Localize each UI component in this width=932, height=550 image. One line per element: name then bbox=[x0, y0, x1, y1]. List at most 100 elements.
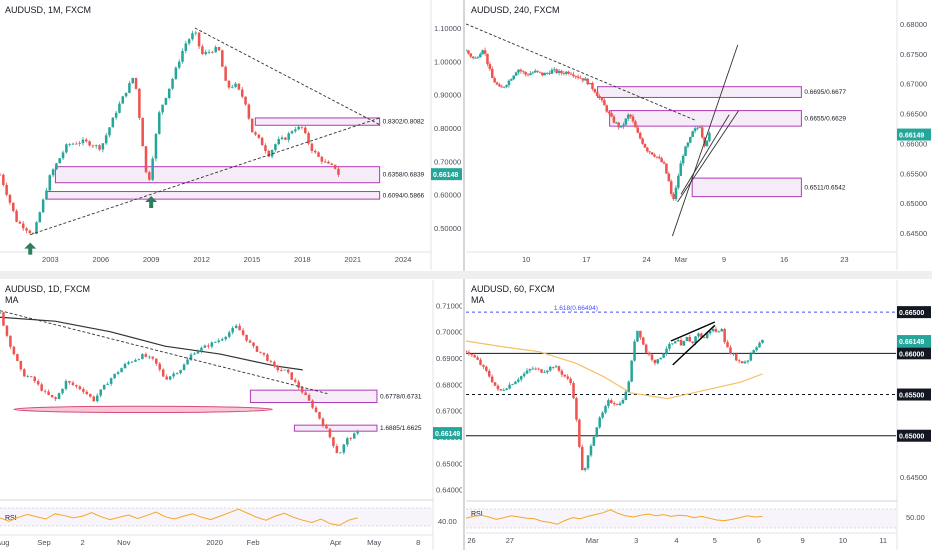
x-tick-label: Mar bbox=[675, 255, 688, 264]
candle-body bbox=[290, 372, 293, 380]
candle-body bbox=[168, 376, 172, 380]
candle-body bbox=[15, 210, 18, 222]
candle-body bbox=[2, 312, 5, 326]
candle-body bbox=[207, 51, 211, 53]
candle-body bbox=[595, 427, 599, 437]
x-tick-label: 23 bbox=[840, 255, 848, 264]
candle-body bbox=[572, 383, 575, 399]
candle-body bbox=[553, 69, 556, 71]
candle-body bbox=[240, 89, 244, 97]
candle-body bbox=[155, 358, 158, 364]
candle-body bbox=[211, 51, 214, 53]
panel-daily[interactable]: AUDUSD, 1D, FXCM MA RSI 40.00 0.71000 0.7… bbox=[0, 280, 462, 550]
candle-body bbox=[479, 53, 482, 58]
x-tick-label: 10 bbox=[839, 536, 847, 545]
chart-h1[interactable]: AUDUSD, 60, FXCM MA RSI 50.00 0.66500 0.6… bbox=[466, 280, 932, 550]
chart-daily[interactable]: AUDUSD, 1D, FXCM MA RSI 40.00 0.71000 0.7… bbox=[0, 280, 462, 550]
rsi-line bbox=[0, 508, 358, 526]
candle-body bbox=[102, 384, 106, 390]
candle-body bbox=[252, 342, 255, 347]
x-tick-label: 2015 bbox=[244, 255, 261, 264]
candle-body bbox=[144, 354, 148, 357]
level-label: 0.65500 bbox=[899, 393, 924, 400]
panel-monthly[interactable]: AUDUSD, 1M, FXCM 1.10000 1.00000 0.90000 0.… bbox=[0, 0, 462, 270]
candle-body bbox=[171, 78, 174, 89]
candle-body bbox=[583, 468, 587, 471]
candle-body bbox=[204, 51, 207, 55]
chart-h4[interactable]: AUDUSD, 240, FXCM 0.68000 0.67500 0.67000 0… bbox=[466, 0, 932, 270]
candle-body bbox=[41, 199, 45, 213]
candle-body bbox=[624, 391, 628, 401]
candle-body bbox=[287, 133, 290, 140]
candle-body bbox=[333, 164, 337, 169]
candle-body bbox=[630, 360, 633, 382]
candle-body bbox=[655, 156, 659, 158]
x-tick-label: 8 bbox=[416, 538, 420, 547]
candle-body bbox=[290, 131, 294, 134]
candle-body bbox=[639, 330, 642, 338]
candle-body bbox=[615, 404, 619, 406]
candle-body bbox=[466, 350, 468, 353]
x-tick-label: 2 bbox=[80, 538, 84, 547]
candle-body bbox=[300, 387, 304, 393]
y-tick-label: 0.70000 bbox=[434, 157, 461, 166]
pane-divider-horizontal[interactable] bbox=[0, 271, 932, 279]
candle-body bbox=[234, 83, 237, 87]
candle-body bbox=[658, 157, 661, 159]
candle-body bbox=[47, 391, 50, 395]
x-tick-label: 4 bbox=[674, 536, 678, 545]
candle-body bbox=[293, 379, 297, 382]
candle-body bbox=[356, 431, 359, 434]
candle-body bbox=[512, 75, 515, 80]
candle-body bbox=[33, 376, 36, 382]
zone-label: 1.6885/1.6625 bbox=[380, 425, 422, 432]
candle-body bbox=[179, 370, 182, 374]
candle-body bbox=[5, 325, 9, 336]
candle-body bbox=[337, 168, 340, 175]
candle-body bbox=[487, 370, 491, 377]
y-tick-label: 0.71000 bbox=[436, 301, 462, 310]
candle-body bbox=[214, 47, 217, 53]
candle-body bbox=[297, 126, 300, 130]
candle-body bbox=[61, 388, 64, 394]
panel-h1[interactable]: AUDUSD, 60, FXCM MA RSI 50.00 0.66500 0.6… bbox=[466, 280, 932, 550]
candle-body bbox=[688, 336, 692, 342]
candle-body bbox=[473, 355, 476, 358]
panel-h4[interactable]: AUDUSD, 240, FXCM 0.68000 0.67500 0.67000 0… bbox=[466, 0, 932, 270]
y-tick-label: 0.60000 bbox=[434, 191, 461, 200]
y-tick-label: 0.66000 bbox=[900, 139, 927, 148]
candle-body bbox=[600, 98, 604, 101]
candle-body bbox=[638, 132, 642, 139]
candle-body bbox=[138, 88, 141, 118]
x-tick-label: Apr bbox=[330, 538, 342, 547]
chart-title: AUDUSD, 1D, FXCM bbox=[5, 284, 90, 294]
candle-body bbox=[161, 104, 164, 113]
candle-body bbox=[274, 144, 277, 151]
candle-body bbox=[541, 72, 544, 76]
candle-body bbox=[560, 370, 564, 375]
zone-label: 0.6094/0.5866 bbox=[383, 192, 425, 199]
price-badge bbox=[433, 427, 462, 440]
x-tick-label: 3 bbox=[634, 536, 638, 545]
candle-body bbox=[700, 127, 704, 138]
sr-zone bbox=[54, 166, 381, 184]
candle-body bbox=[75, 385, 78, 387]
candle-body bbox=[665, 348, 668, 354]
candle-body bbox=[304, 392, 307, 395]
x-tick-label: Mar bbox=[586, 536, 599, 545]
candle-body bbox=[717, 331, 721, 333]
candle-body bbox=[182, 364, 186, 371]
candle-body bbox=[118, 103, 121, 113]
candle-body bbox=[531, 72, 535, 74]
candle-body bbox=[574, 76, 578, 77]
candle-body bbox=[505, 85, 508, 87]
candle-body bbox=[619, 126, 623, 128]
candle-body bbox=[130, 361, 134, 363]
candle-body bbox=[681, 155, 685, 164]
candle-body bbox=[68, 381, 71, 383]
trendline bbox=[677, 110, 739, 203]
candle-body bbox=[575, 398, 578, 420]
candle-body bbox=[38, 212, 42, 223]
candle-body bbox=[618, 403, 622, 406]
chart-monthly[interactable]: AUDUSD, 1M, FXCM 1.10000 1.00000 0.90000 0.… bbox=[0, 0, 462, 270]
